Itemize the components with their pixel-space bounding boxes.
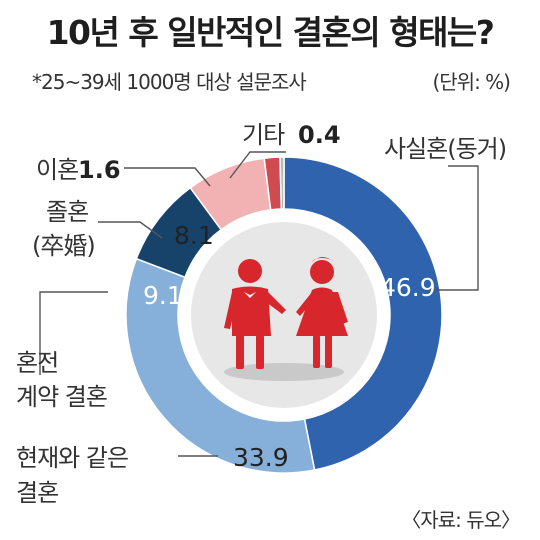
value-jolhon: 8.1: [174, 221, 214, 250]
donut-slice-1: [125, 257, 316, 474]
label-gita-value: 0.4: [298, 121, 341, 149]
label-hyeonjae-1: 현재와 같은: [16, 444, 128, 472]
label-jolhon-1: 졸혼: [46, 198, 88, 226]
value-sasilhon: 46.9: [380, 273, 436, 302]
leader-lines: [39, 151, 479, 457]
bride-icon: [296, 257, 348, 368]
source-note: 〈자료: 듀오〉: [401, 508, 521, 532]
label-honjeon-2: 계약 결혼: [16, 383, 107, 411]
value-honjeon: 9.1: [143, 281, 183, 310]
label-hyeonjae-2: 결혼: [16, 479, 58, 507]
chart-subtitle: *25~39세 1000명 대상 설문조사: [32, 70, 307, 94]
leader-line-jolhon: [98, 221, 163, 239]
value-hyeonjae: 33.9: [233, 443, 289, 472]
label-ihon-name: 이혼: [36, 156, 78, 184]
label-jolhon-2: (卒婚): [32, 232, 95, 260]
leader-line-ihon: [124, 167, 211, 187]
unit-label: (단위: %): [432, 70, 511, 94]
label-sasilhon: 사실혼(동거): [384, 135, 506, 163]
leader-line-honjeon: [39, 291, 108, 375]
groom-icon: [224, 259, 286, 369]
label-honjeon-1: 혼전: [16, 349, 58, 377]
chart-title: 10년 후 일반적인 결혼의 형태는?: [46, 13, 495, 52]
donut-slice-5: [279, 156, 285, 210]
label-gita-name: 기타: [242, 121, 285, 149]
label-ihon-value: 1.6: [78, 156, 121, 184]
leader-line-gita: [229, 151, 286, 179]
leader-line-sasilhon: [427, 165, 479, 291]
donut-slices: [125, 156, 443, 474]
